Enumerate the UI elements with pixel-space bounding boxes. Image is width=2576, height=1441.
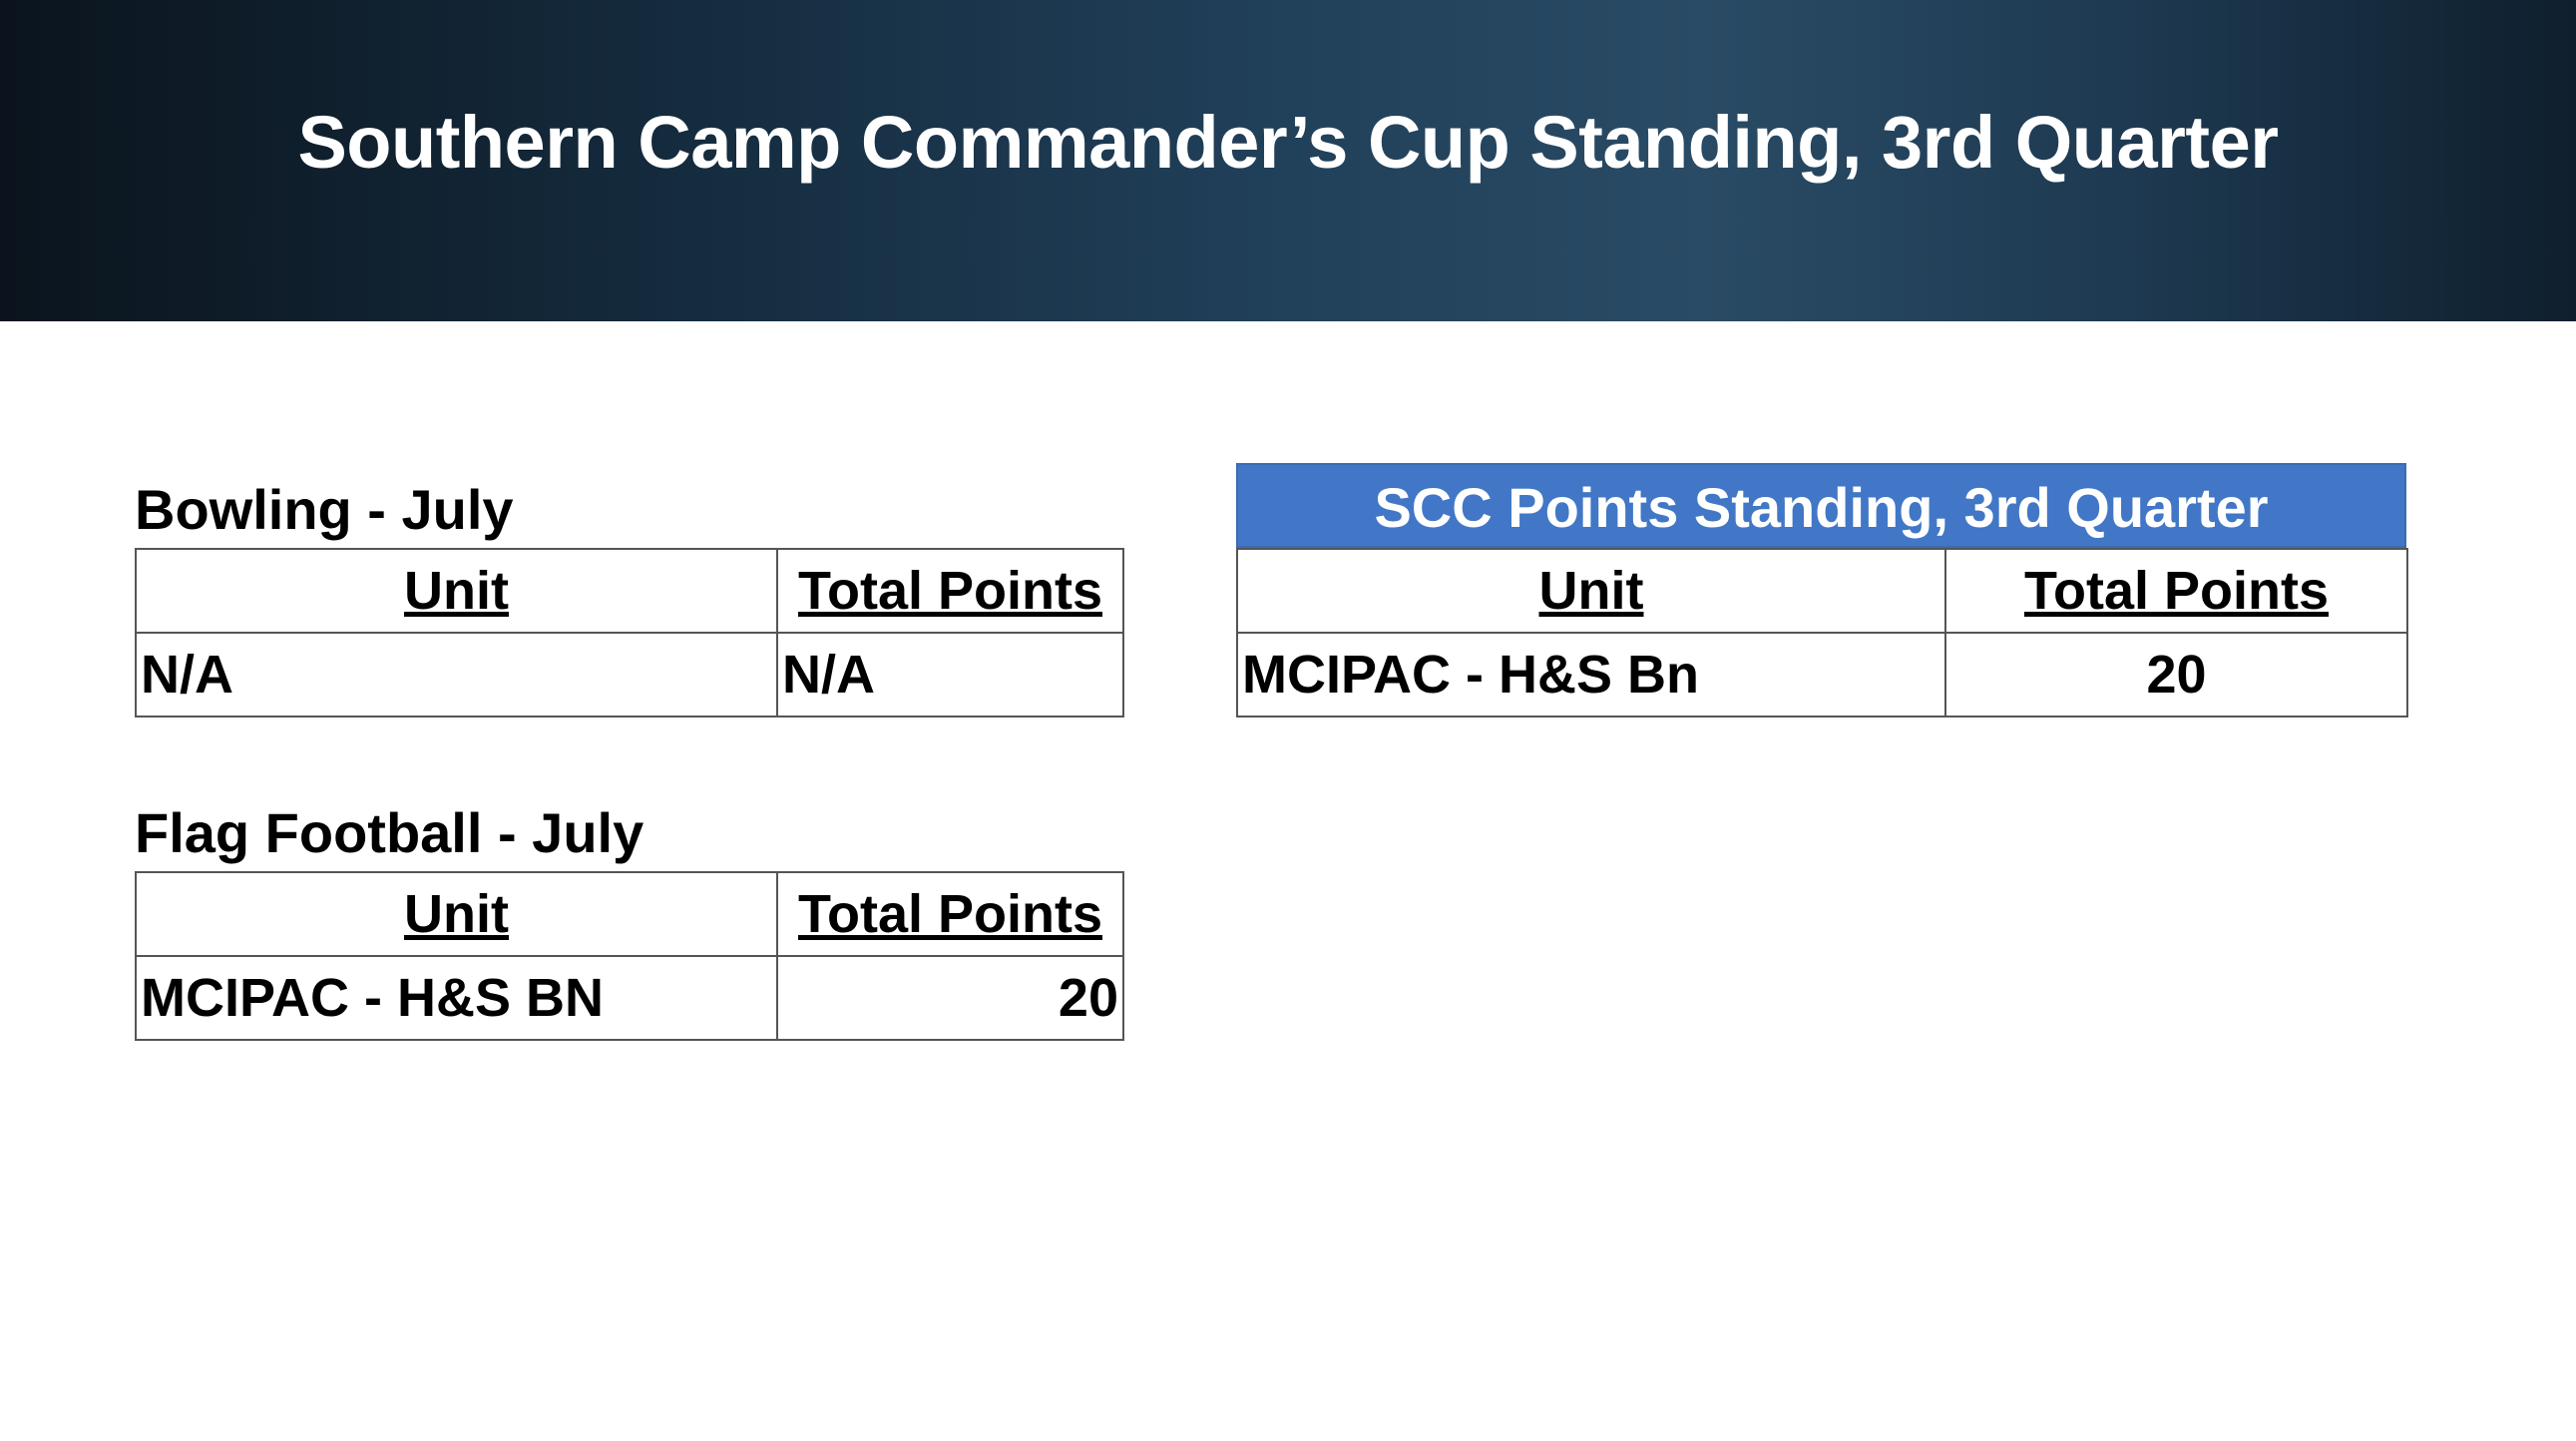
table-cell: MCIPAC - H&S Bn — [1236, 632, 1946, 718]
header-row: Unit Total Points — [135, 548, 1124, 634]
column-header: Total Points — [776, 871, 1124, 957]
data-table: Unit Total Points MCIPAC - H&S Bn 20 — [1236, 548, 2408, 718]
header-row: Unit Total Points — [1236, 548, 2408, 634]
column-header: Total Points — [776, 548, 1124, 634]
table-cell: 20 — [776, 955, 1124, 1041]
header-row: Unit Total Points — [135, 871, 1124, 957]
page-title: Southern Camp Commander’s Cup Standing, … — [297, 101, 2279, 184]
table-title: Flag Football - July — [135, 801, 644, 864]
data-table: Unit Total Points MCIPAC - H&S BN 20 — [135, 871, 1124, 1041]
column-header: Unit — [135, 548, 778, 634]
table-cell: N/A — [135, 632, 778, 718]
table-cell: 20 — [1944, 632, 2408, 718]
table-title: Bowling - July — [135, 478, 514, 541]
banner: Southern Camp Commander’s Cup Standing, … — [0, 0, 2576, 321]
table-row: N/A N/A — [135, 632, 1124, 718]
column-header: Unit — [1236, 548, 1946, 634]
column-header: Unit — [135, 871, 778, 957]
column-header: Total Points — [1944, 548, 2408, 634]
table-row: MCIPAC - H&S BN 20 — [135, 955, 1124, 1041]
table-row: MCIPAC - H&S Bn 20 — [1236, 632, 2408, 718]
table-cell: N/A — [776, 632, 1124, 718]
table-cell: MCIPAC - H&S BN — [135, 955, 778, 1041]
table-title: SCC Points Standing, 3rd Quarter — [1236, 463, 2406, 548]
data-table: Unit Total Points N/A N/A — [135, 548, 1124, 718]
